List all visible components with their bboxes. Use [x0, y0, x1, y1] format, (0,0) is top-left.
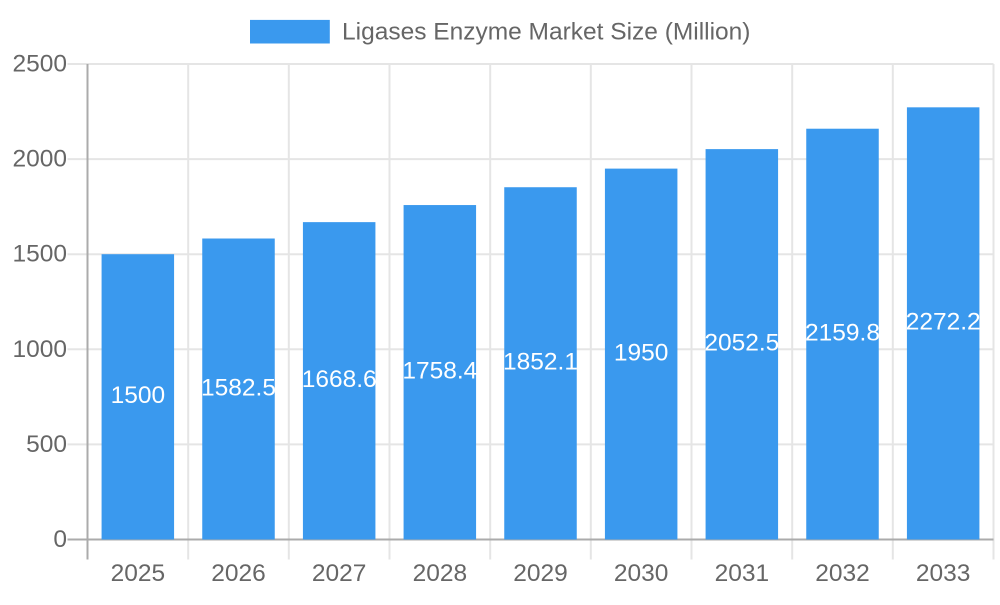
svg-text:1852.1: 1852.1: [503, 349, 578, 376]
svg-text:0: 0: [53, 526, 67, 553]
svg-text:2025: 2025: [111, 560, 166, 587]
svg-text:1000: 1000: [12, 336, 67, 363]
svg-text:2000: 2000: [12, 146, 67, 173]
svg-text:1758.4: 1758.4: [402, 358, 477, 385]
svg-text:1582.5: 1582.5: [201, 374, 276, 401]
svg-text:2500: 2500: [12, 51, 67, 78]
svg-text:2027: 2027: [312, 560, 367, 587]
svg-text:2159.8: 2159.8: [805, 319, 880, 346]
svg-text:Ligases Enzyme Market Size (Mi: Ligases Enzyme Market Size (Million): [342, 19, 750, 46]
svg-text:2272.2: 2272.2: [906, 309, 981, 336]
svg-text:2028: 2028: [413, 560, 468, 587]
svg-text:2032: 2032: [815, 560, 870, 587]
svg-text:1668.6: 1668.6: [302, 366, 377, 393]
svg-text:2030: 2030: [614, 560, 669, 587]
svg-text:2052.5: 2052.5: [704, 330, 779, 357]
svg-text:1500: 1500: [111, 382, 166, 409]
svg-text:2033: 2033: [916, 560, 971, 587]
svg-text:1500: 1500: [12, 241, 67, 268]
svg-text:500: 500: [26, 431, 67, 458]
svg-text:1950: 1950: [614, 339, 669, 366]
svg-text:2029: 2029: [513, 560, 568, 587]
svg-text:2026: 2026: [211, 560, 266, 587]
svg-text:2031: 2031: [715, 560, 770, 587]
